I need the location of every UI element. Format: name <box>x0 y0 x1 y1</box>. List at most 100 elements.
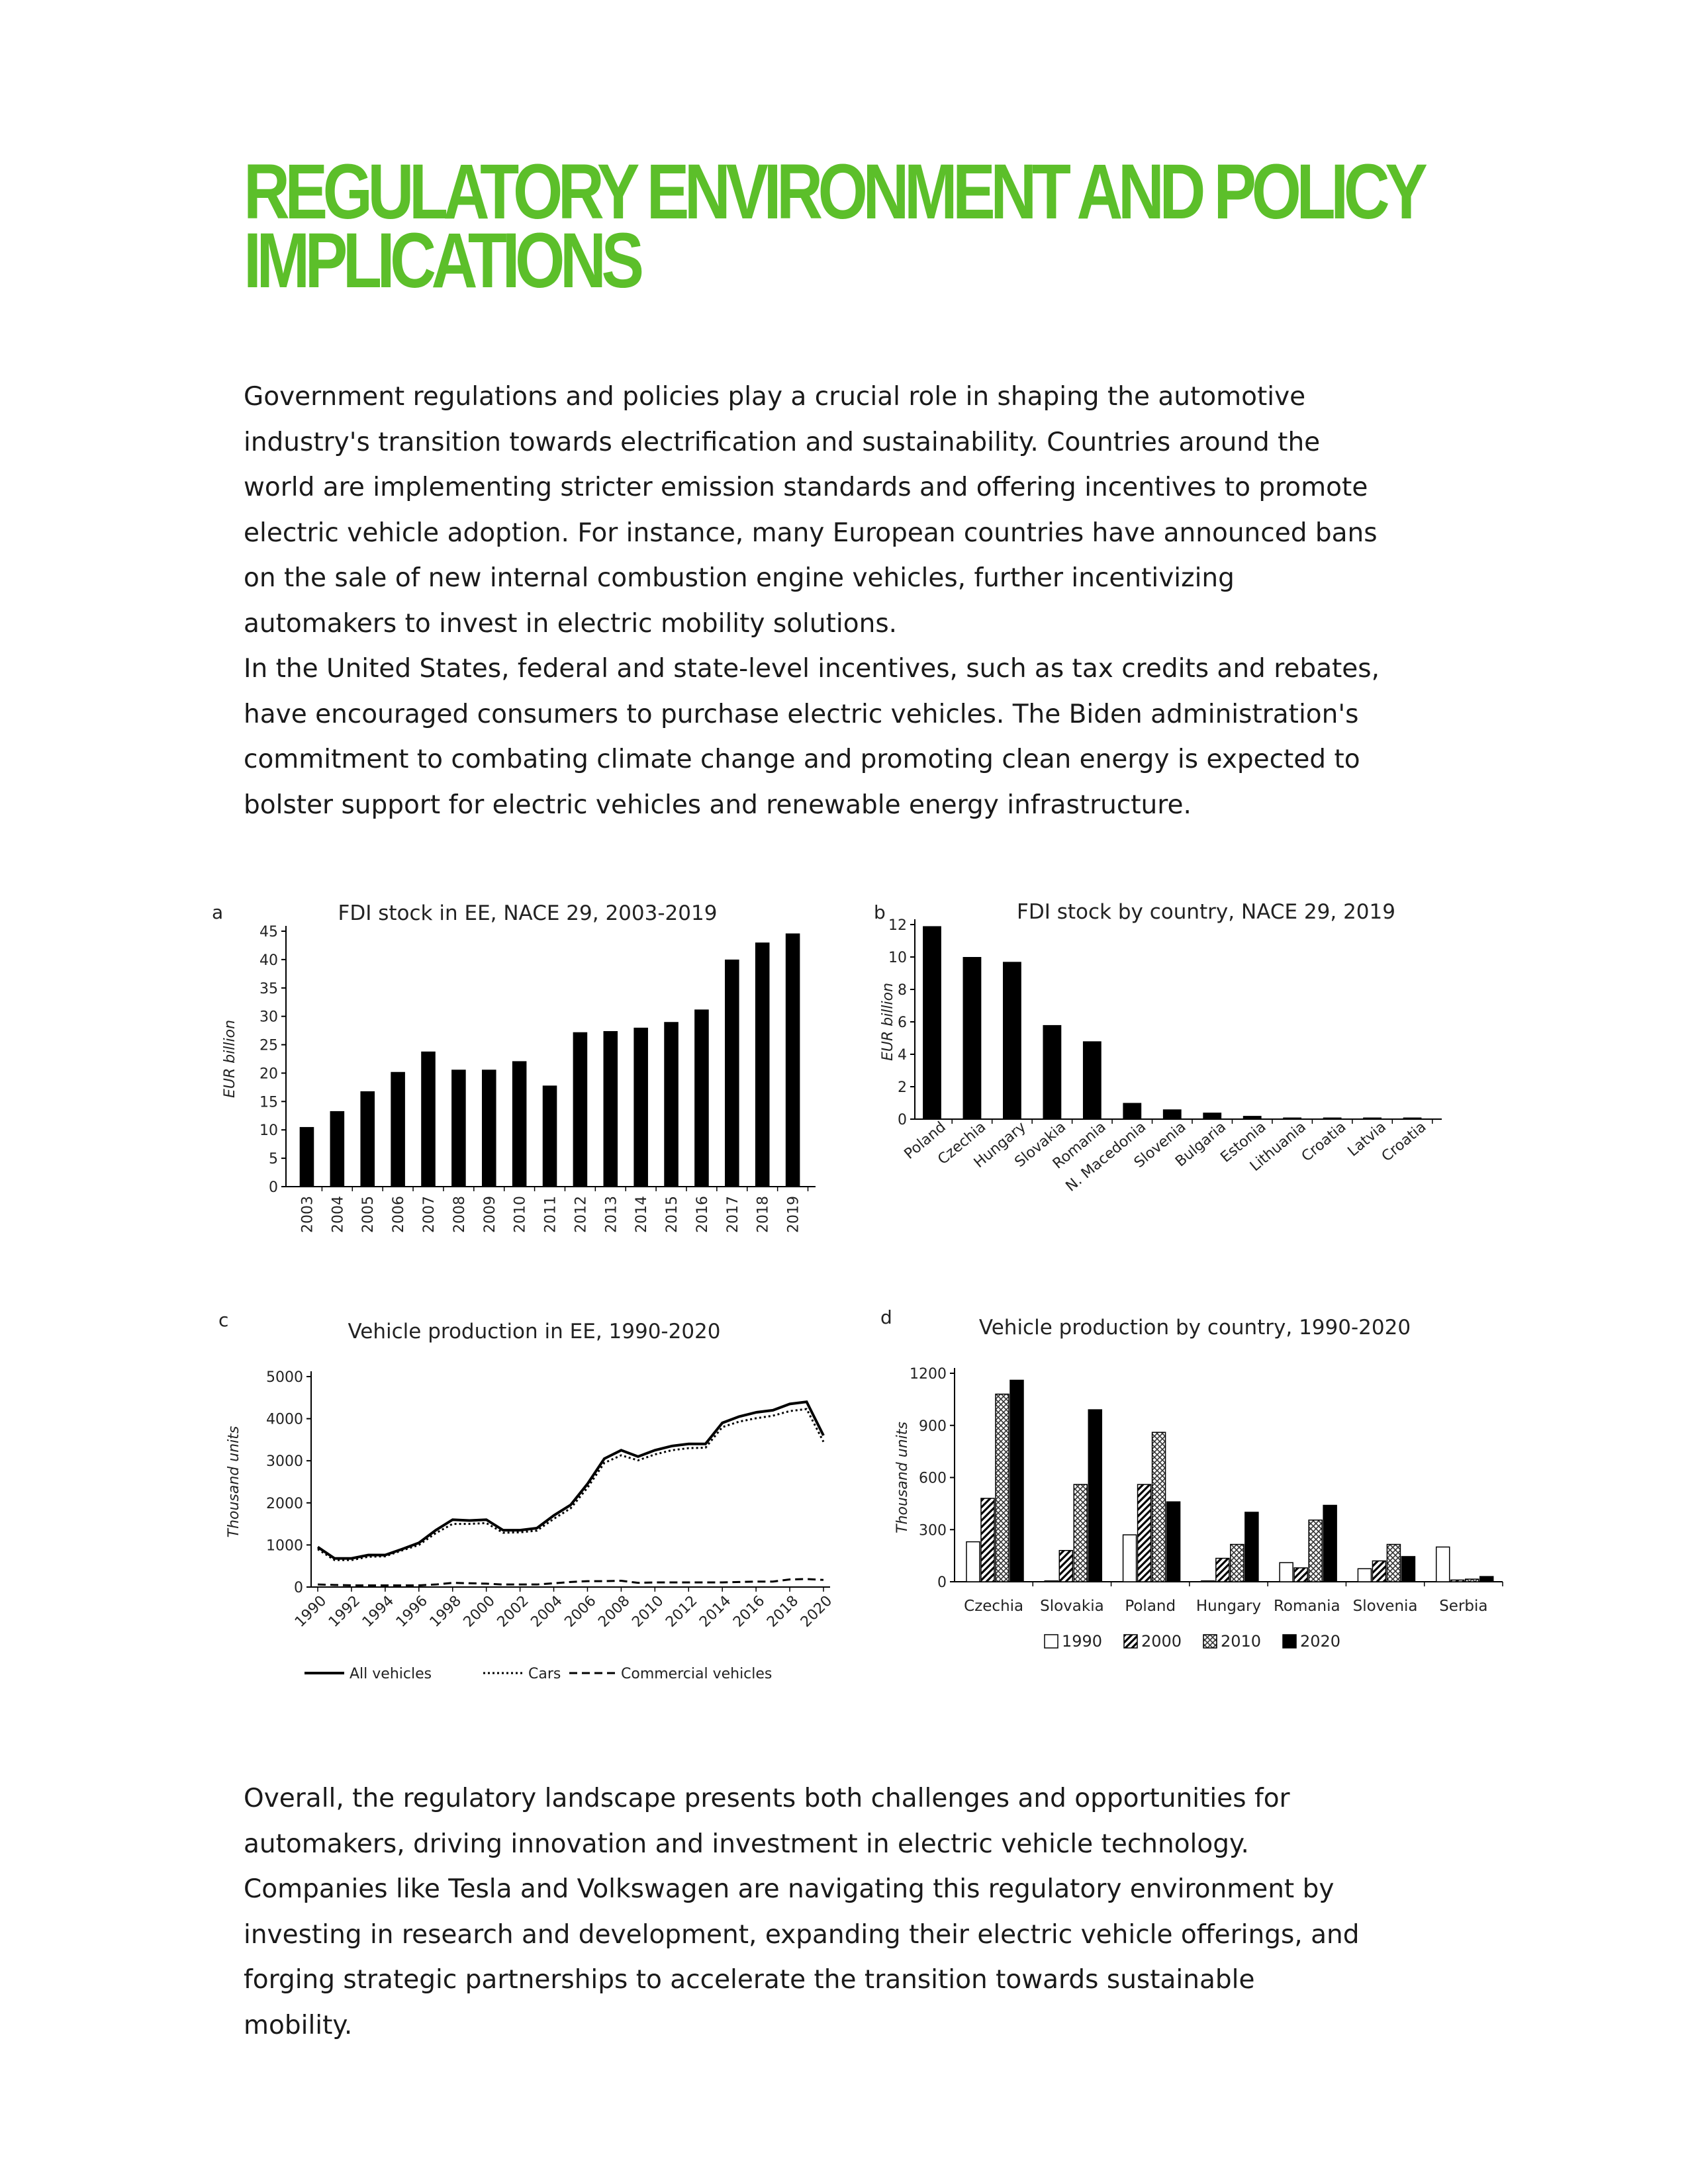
x-tick-label: 2004 <box>528 1593 566 1631</box>
bar <box>1073 1484 1088 1582</box>
bar <box>1323 1504 1337 1582</box>
closing-paragraph-line: automakers, driving innovation and inves… <box>244 1829 1249 1859</box>
panel-letter: c <box>218 1309 228 1331</box>
bar <box>725 959 739 1187</box>
x-tick-label: 2016 <box>694 1196 711 1233</box>
closing-paragraph-line: forging strategic partnerships to accele… <box>244 1965 1255 1995</box>
bar <box>1479 1576 1494 1582</box>
bar <box>962 957 982 1119</box>
x-tick-label: Hungary <box>1196 1598 1261 1615</box>
x-tick-label: 2014 <box>696 1593 734 1631</box>
y-tick-label: 10 <box>888 950 907 966</box>
bar <box>481 1069 496 1187</box>
x-tick-label: Serbia <box>1439 1598 1487 1615</box>
bar <box>1308 1520 1323 1582</box>
vehicle-production-ee-chart: c Vehicle production in EE, 1990-2020 0 100… <box>218 1309 835 1682</box>
y-tick-label: 12 <box>888 917 907 934</box>
bar <box>573 1032 588 1187</box>
bar <box>785 933 800 1187</box>
y-tick-label: 600 <box>919 1471 947 1487</box>
bar <box>755 942 770 1187</box>
series-line <box>317 1578 824 1586</box>
chart-title: FDI stock by country, NACE 29, 2019 <box>1017 900 1395 924</box>
y-tick-label: 25 <box>259 1038 278 1054</box>
heading-line-2: IMPLICATIONS <box>244 217 644 304</box>
x-tick-label: Poland <box>1125 1598 1176 1615</box>
bar <box>1243 1116 1262 1119</box>
bar <box>1088 1409 1103 1582</box>
panel-letter: d <box>880 1306 892 1328</box>
chart-title: Vehicle production in EE, 1990-2020 <box>348 1320 721 1343</box>
fdi-stock-ee-chart: a FDI stock in EE, NACE 29, 2003-2019 0 5 10… <box>212 901 816 1233</box>
intro-paragraph-line: In the United States, federal and state-… <box>244 654 1380 684</box>
bar <box>603 1030 618 1187</box>
bar <box>980 1498 995 1582</box>
x-tick-label: 1992 <box>326 1593 363 1631</box>
bar <box>694 1009 709 1187</box>
bar <box>1003 962 1021 1119</box>
y-tick-label: 900 <box>919 1418 947 1435</box>
bar <box>1401 1556 1416 1582</box>
legend-label: 2000 <box>1141 1632 1182 1651</box>
y-tick-label: 8 <box>898 982 907 999</box>
bar <box>664 1022 679 1187</box>
chart-panel-a: a FDI stock in EE, NACE 29, 2003-2019 0 5 10… <box>212 900 861 1297</box>
x-tick-label: Croatia <box>1299 1118 1350 1165</box>
intro-paragraph-line: bolster support for electric vehicles an… <box>244 790 1192 820</box>
bar <box>512 1061 527 1187</box>
intro-paragraph-line: Government regulations and policies play… <box>244 382 1306 412</box>
x-tick-label: 2003 <box>299 1196 316 1233</box>
bar <box>1162 1109 1182 1119</box>
bar <box>542 1085 557 1187</box>
y-tick-label: 2 <box>898 1079 907 1096</box>
bar <box>391 1071 405 1187</box>
y-tick-label: 0 <box>898 1112 907 1128</box>
bar <box>1043 1024 1062 1119</box>
x-tick-label: 2000 <box>461 1593 498 1631</box>
panel-letter: a <box>212 901 223 923</box>
x-tick-label: 1990 <box>292 1593 330 1631</box>
intro-paragraph-line: have encouraged consumers to purchase el… <box>244 699 1359 729</box>
bar <box>1151 1432 1166 1582</box>
bar <box>360 1091 375 1187</box>
x-tick-label: 2011 <box>543 1196 559 1233</box>
legend-label: 1990 <box>1062 1632 1102 1651</box>
y-tick-label: 45 <box>259 924 278 940</box>
x-tick-label: 2013 <box>603 1196 620 1233</box>
closing-paragraph-line: investing in research and development, e… <box>244 1919 1360 1950</box>
bar <box>1293 1567 1308 1582</box>
bar <box>1450 1579 1465 1582</box>
x-tick-label: 1994 <box>359 1593 397 1631</box>
x-tick-label: 2018 <box>764 1593 802 1631</box>
x-tick-label: 2016 <box>730 1593 768 1631</box>
legend-label: Cars <box>528 1666 561 1682</box>
section-heading: REGULATORY ENVIRONMENT AND POLICY IMPLIC… <box>244 153 1428 304</box>
series-line <box>317 1408 825 1561</box>
y-axis-label: EUR billion <box>880 983 896 1061</box>
chart-title: FDI stock in EE, NACE 29, 2003-2019 <box>338 901 718 925</box>
bar <box>1386 1543 1401 1582</box>
legend-label: 2010 <box>1221 1632 1261 1651</box>
y-tick-label: 0 <box>294 1580 303 1596</box>
y-tick-label: 5000 <box>266 1369 303 1386</box>
bar <box>1244 1512 1259 1582</box>
y-tick-label: 4000 <box>266 1412 303 1428</box>
y-tick-label: 3000 <box>266 1453 303 1470</box>
bar <box>1123 1103 1142 1119</box>
bar <box>1058 1550 1074 1582</box>
bar <box>1203 1113 1222 1119</box>
bar <box>1357 1568 1372 1582</box>
closing-paragraph-line: mobility. <box>244 2010 353 2040</box>
bar <box>1283 1117 1302 1119</box>
closing-paragraph: Overall, the regulatory landscape presen… <box>244 1776 1481 2048</box>
y-tick-label: 6 <box>898 1015 907 1031</box>
bar <box>633 1027 648 1187</box>
x-tick-label: 2008 <box>595 1593 633 1631</box>
bar <box>1372 1560 1387 1582</box>
chart-panel-b: b FDI stock by country, NACE 29, 2019 0 2 4 6… <box>874 900 1523 1297</box>
y-tick-label: 0 <box>269 1179 278 1196</box>
x-tick-label: 2020 <box>798 1593 835 1631</box>
x-tick-label: 1996 <box>393 1593 431 1631</box>
x-tick-label: 2009 <box>482 1196 498 1233</box>
bar <box>995 1393 1009 1582</box>
